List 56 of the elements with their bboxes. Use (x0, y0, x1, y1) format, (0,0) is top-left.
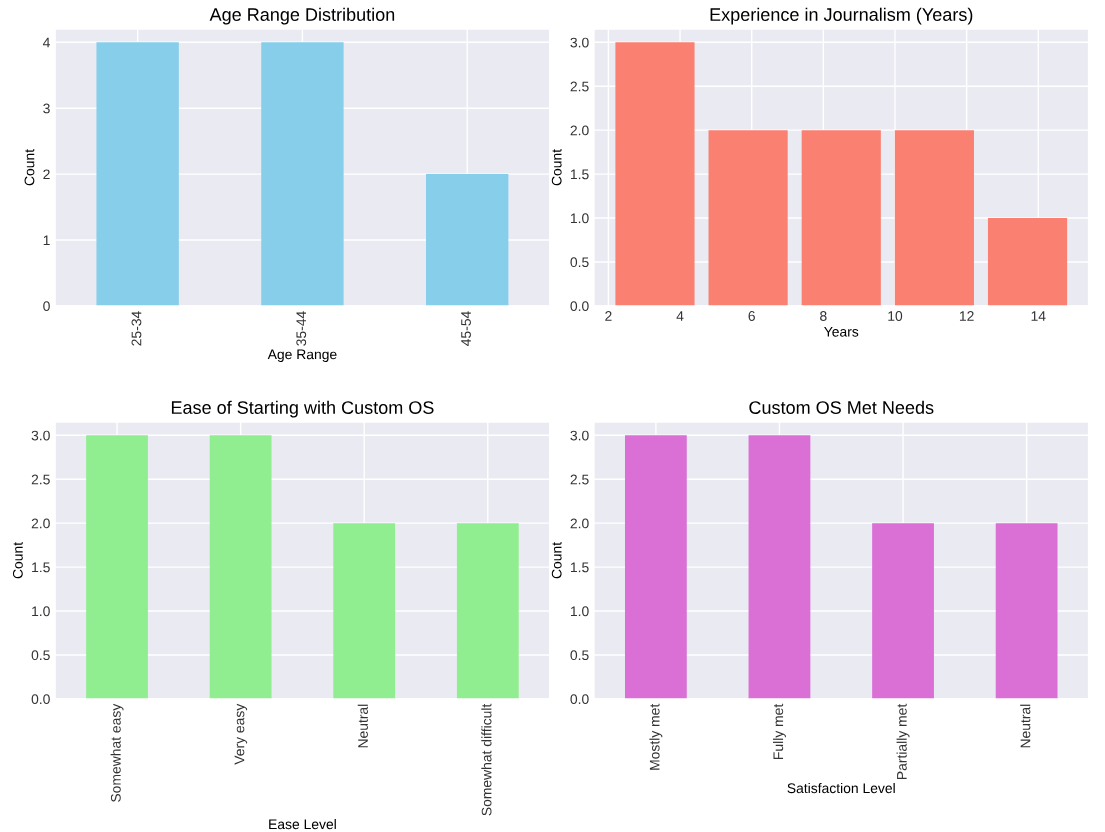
x-tick-label: 25-34 (131, 311, 142, 346)
y-tick-label: 0.5 (570, 257, 589, 268)
x-tick-label: 45-54 (461, 311, 471, 346)
y-tick-label: 3 (43, 103, 50, 114)
x-tick-label: Partially met (896, 703, 910, 780)
x-tick-label: Fully met (772, 703, 786, 759)
x-tick-label: 35-44 (296, 311, 307, 346)
y-tick-label: 0.5 (570, 650, 589, 661)
x-tick-label: 2 (605, 311, 612, 321)
x-tick-label: 4 (676, 311, 684, 321)
x-tick-label: Neutral (357, 704, 368, 748)
y-tick-label: 3.0 (570, 37, 589, 48)
x-tick-label: 10 (888, 311, 903, 321)
y-tick-label: 2.0 (31, 518, 50, 529)
y-tick-label: 1.5 (32, 562, 50, 573)
y-tick-label: 3.0 (31, 430, 50, 441)
x-tick-label: 12 (959, 311, 974, 321)
y-tick-label: 0.0 (570, 694, 589, 705)
x-tick-label: 8 (820, 311, 827, 321)
y-tick-label: 1.0 (32, 606, 50, 617)
x-tick-label: Somewhat easy (110, 703, 124, 802)
y-axis-title: Count (551, 542, 562, 579)
y-tick-label: 2 (43, 169, 50, 180)
y-axis-title: Count (551, 149, 562, 186)
x-tick-label: Very easy (234, 703, 248, 765)
y-axis-title: Count (12, 542, 23, 579)
y-axis-title: Count (24, 149, 35, 186)
x-tick-label: Neutral (1020, 704, 1031, 748)
x-tick-label: Somewhat difficult (481, 703, 492, 816)
x-axis-title: Ease Level (269, 818, 336, 830)
chart-title: Custom OS Met Needs (749, 400, 934, 414)
x-axis-title: Satisfaction Level (787, 782, 895, 794)
chart-title: Age Range Distribution (209, 7, 395, 25)
x-tick-label: Mostly met (649, 703, 663, 770)
chart-title: Experience in Journalism (Years) (710, 7, 973, 25)
y-tick-label: 0.0 (570, 301, 589, 312)
y-tick-label: 0 (43, 301, 50, 312)
y-tick-label: 4 (42, 37, 50, 48)
y-tick-label: 2.0 (570, 125, 589, 136)
y-tick-label: 1.5 (570, 562, 589, 573)
x-tick-label: 6 (748, 311, 755, 321)
y-tick-label: 3.0 (570, 430, 589, 441)
y-tick-label: 1 (43, 235, 50, 246)
y-tick-label: 2.5 (31, 474, 50, 485)
chart-title: Ease of Starting with Custom OS (171, 400, 434, 418)
y-tick-label: 1.5 (570, 169, 589, 180)
x-tick-label: 14 (1031, 311, 1046, 321)
y-tick-label: 0.5 (31, 650, 50, 661)
y-tick-label: 1.0 (570, 213, 589, 224)
x-axis-title: Age Range (267, 349, 337, 362)
y-tick-label: 1.0 (570, 606, 589, 617)
y-tick-label: 2.5 (570, 81, 589, 92)
y-tick-label: 0.0 (31, 694, 50, 705)
y-tick-label: 2.0 (570, 518, 589, 529)
y-tick-label: 2.5 (570, 474, 589, 485)
x-axis-title: Years (824, 326, 859, 337)
